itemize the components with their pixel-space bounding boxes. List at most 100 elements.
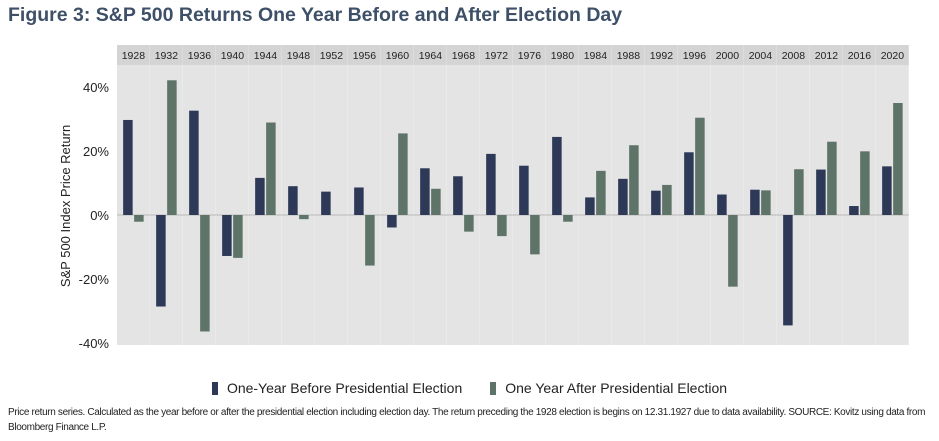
year-label-1968: 1968 [452, 50, 476, 62]
year-label-1940: 1940 [221, 50, 245, 62]
year-panel-1932 [150, 65, 183, 345]
bar-before-1968 [453, 176, 463, 215]
year-panel-1960 [381, 65, 414, 345]
year-panel-1952 [315, 65, 348, 345]
bar-after-2008 [794, 169, 804, 215]
year-header-2000 [711, 45, 744, 65]
bar-before-1972 [486, 153, 496, 215]
bar-before-1944 [255, 177, 265, 215]
bars [123, 80, 903, 332]
legend-label-before: One-Year Before Presidential Election [226, 380, 463, 396]
bar-before-1956 [354, 187, 364, 215]
year-label-1976: 1976 [518, 50, 542, 62]
year-header-1956 [348, 45, 381, 65]
bar-before-1980 [552, 136, 562, 215]
year-label-1988: 1988 [617, 50, 641, 62]
bar-after-1936 [200, 215, 210, 332]
year-label-1952: 1952 [320, 50, 344, 62]
year-panel-1988 [612, 65, 645, 345]
bar-before-1952 [321, 191, 331, 215]
bar-before-1928 [123, 119, 133, 215]
y-tick-label: 0% [90, 208, 109, 223]
bar-before-1964 [420, 168, 430, 215]
bar-after-2020 [893, 103, 903, 215]
bar-after-1948 [299, 215, 309, 220]
y-tick-label: -40% [79, 336, 110, 351]
year-panel-1936 [183, 65, 216, 345]
year-panel-2016 [843, 65, 876, 345]
year-header-1940 [216, 45, 249, 65]
legend-label-after: One Year After Presidential Election [505, 380, 728, 396]
year-panel-2008 [777, 65, 810, 345]
legend-item-before: One-Year Before Presidential Election [211, 380, 463, 396]
year-label-1948: 1948 [287, 50, 311, 62]
year-header-2020 [876, 45, 909, 65]
bar-before-1976 [519, 165, 529, 215]
year-header-1980 [546, 45, 579, 65]
year-panel-2004 [744, 65, 777, 345]
bar-after-2004 [761, 190, 771, 215]
bar-before-2016 [849, 206, 859, 215]
year-label-2004: 2004 [749, 50, 773, 62]
legend-swatch-before [211, 381, 218, 395]
year-header-1976 [513, 45, 546, 65]
bar-before-1936 [189, 110, 199, 215]
year-label-1984: 1984 [584, 50, 608, 62]
bar-after-2012 [827, 141, 837, 215]
year-label-1992: 1992 [650, 50, 674, 62]
bar-before-1932 [156, 215, 166, 307]
year-panel-1980 [546, 65, 579, 345]
year-header-1932 [150, 45, 183, 65]
year-header-1968 [447, 45, 480, 65]
year-panel-2000 [711, 65, 744, 345]
bar-after-2016 [860, 151, 870, 215]
legend: One-Year Before Presidential Election On… [0, 380, 939, 396]
year-panel-1940 [216, 65, 249, 345]
year-label-1996: 1996 [683, 50, 707, 62]
year-panel-1972 [480, 65, 513, 345]
year-panel-1956 [348, 65, 381, 345]
legend-swatch-after [490, 381, 497, 395]
year-panel-2012 [810, 65, 843, 345]
bar-after-1932 [167, 80, 177, 215]
year-panel-1976 [513, 65, 546, 345]
year-panel-1996 [678, 65, 711, 345]
year-header-1944 [249, 45, 282, 65]
year-header-1948 [282, 45, 315, 65]
bar-after-1976 [530, 215, 540, 255]
y-tick-label: 40% [83, 80, 109, 95]
chart-title: Figure 3: S&P 500 Returns One Year Befor… [8, 4, 623, 26]
bar-after-2000 [728, 215, 738, 287]
year-header-2004 [744, 45, 777, 65]
year-label-2016: 2016 [848, 50, 872, 62]
year-header-1992 [645, 45, 678, 65]
year-header-1988 [612, 45, 645, 65]
bar-before-1988 [618, 178, 628, 215]
year-label-1936: 1936 [188, 50, 212, 62]
year-labels: 1928 1932 1936 1940 1944 1948 1952 1956 1960 1964… [122, 50, 905, 62]
year-label-1960: 1960 [386, 50, 410, 62]
bar-after-1984 [596, 170, 606, 215]
bar-after-1964 [431, 188, 441, 215]
bar-before-1984 [585, 197, 595, 215]
bar-before-1996 [684, 152, 694, 215]
bar-before-2012 [816, 169, 826, 215]
bar-before-2020 [882, 166, 892, 215]
bar-after-1940 [233, 215, 243, 258]
bar-after-1968 [464, 215, 474, 232]
bar-before-1948 [288, 186, 298, 215]
bar-before-1960 [387, 215, 397, 228]
bar-after-1928 [134, 215, 144, 222]
y-axis-label: S&P 500 Index Price Return [58, 125, 73, 287]
year-header-1936 [183, 45, 216, 65]
year-header-1972 [480, 45, 513, 65]
year-panels [117, 45, 909, 345]
bar-after-1980 [563, 215, 573, 222]
footnote: Price return series. Calculated as the y… [8, 407, 926, 433]
year-label-1964: 1964 [419, 50, 443, 62]
year-header-1960 [381, 45, 414, 65]
year-label-1956: 1956 [353, 50, 377, 62]
bar-after-1956 [365, 215, 375, 266]
bar-before-2004 [750, 189, 760, 215]
bar-after-1944 [266, 122, 276, 215]
